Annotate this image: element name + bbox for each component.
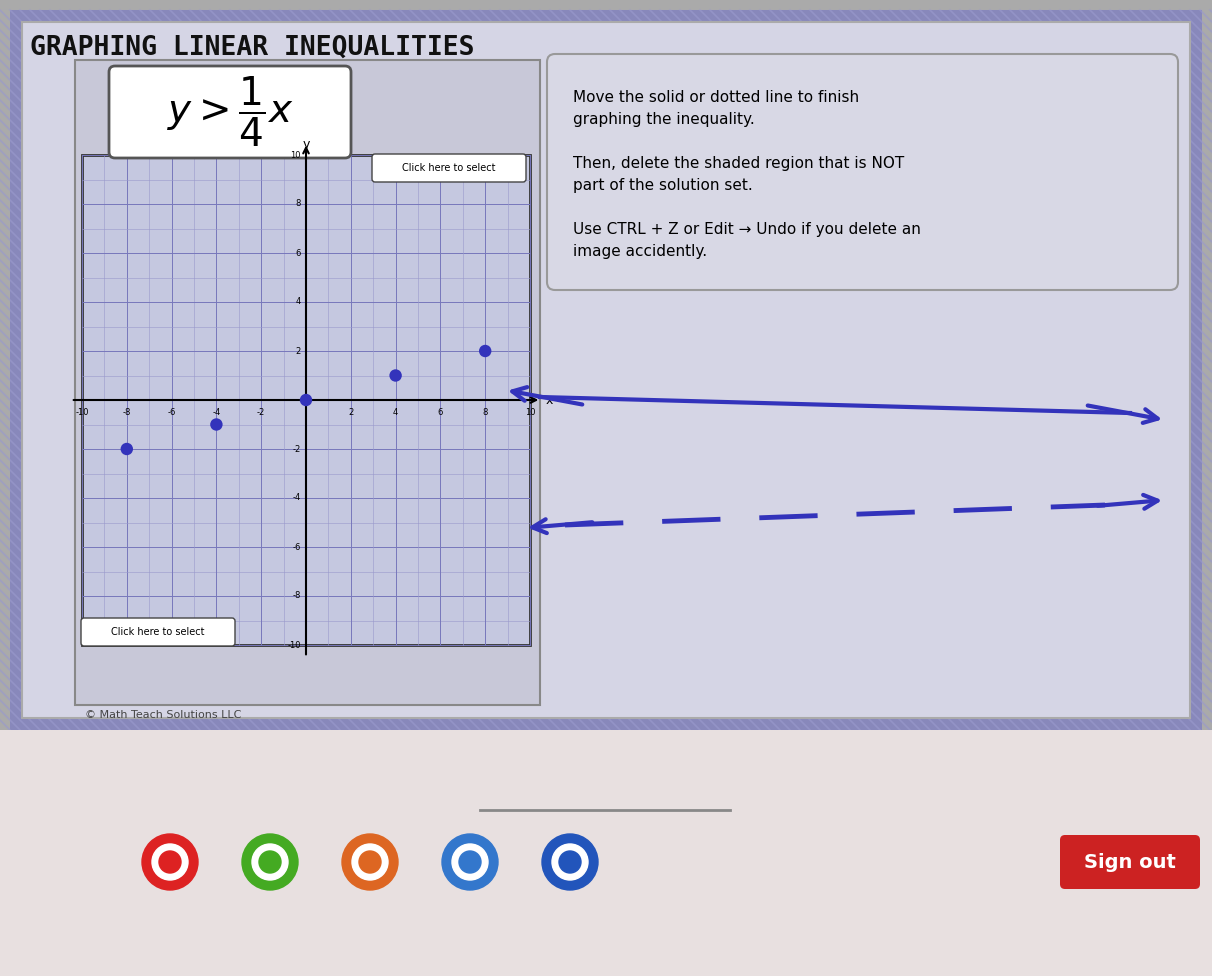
- Text: image accidently.: image accidently.: [573, 244, 707, 259]
- Circle shape: [442, 834, 498, 890]
- Text: $y > \dfrac{1}{4}x$: $y > \dfrac{1}{4}x$: [167, 75, 293, 149]
- Text: -6: -6: [167, 408, 176, 417]
- Text: x: x: [545, 393, 553, 406]
- Text: part of the solution set.: part of the solution set.: [573, 178, 753, 193]
- Text: Click here to select: Click here to select: [402, 163, 496, 173]
- Text: 6: 6: [296, 249, 301, 258]
- Text: 2: 2: [296, 346, 301, 355]
- Point: [118, 441, 137, 457]
- Bar: [10, 10, 1202, 730]
- Text: 2: 2: [348, 408, 354, 417]
- Point: [385, 368, 405, 384]
- Point: [296, 392, 315, 408]
- Circle shape: [159, 851, 181, 873]
- Text: -8: -8: [122, 408, 131, 417]
- Circle shape: [459, 851, 481, 873]
- Circle shape: [351, 844, 388, 880]
- Circle shape: [152, 844, 188, 880]
- FancyBboxPatch shape: [372, 154, 526, 182]
- FancyBboxPatch shape: [547, 54, 1178, 290]
- Text: graphing the inequality.: graphing the inequality.: [573, 112, 755, 127]
- Circle shape: [551, 844, 588, 880]
- Text: 8: 8: [296, 199, 301, 209]
- Text: -4: -4: [212, 408, 221, 417]
- FancyBboxPatch shape: [81, 618, 235, 646]
- Text: 10: 10: [291, 150, 301, 159]
- Circle shape: [559, 851, 581, 873]
- Circle shape: [242, 834, 298, 890]
- Text: -2: -2: [257, 408, 265, 417]
- Text: Move the solid or dotted line to finish: Move the solid or dotted line to finish: [573, 90, 859, 105]
- Bar: [22, 22, 1190, 718]
- Circle shape: [259, 851, 281, 873]
- Circle shape: [542, 834, 598, 890]
- Text: Then, delete the shaded region that is NOT: Then, delete the shaded region that is N…: [573, 156, 904, 171]
- Text: 8: 8: [482, 408, 488, 417]
- FancyBboxPatch shape: [109, 66, 351, 158]
- Text: -10: -10: [75, 408, 88, 417]
- Circle shape: [452, 844, 488, 880]
- Text: 4: 4: [393, 408, 399, 417]
- Bar: [75, 60, 541, 705]
- Text: Click here to select: Click here to select: [112, 627, 205, 637]
- Point: [475, 344, 494, 359]
- Text: © Math Teach Solutions LLC: © Math Teach Solutions LLC: [85, 710, 241, 720]
- Point: [207, 417, 227, 432]
- Text: Use CTRL + Z or Edit → Undo if you delete an: Use CTRL + Z or Edit → Undo if you delet…: [573, 222, 921, 237]
- Bar: [0, 730, 1212, 976]
- Text: Sign out: Sign out: [1084, 852, 1176, 872]
- Text: GRAPHING LINEAR INEQUALITIES: GRAPHING LINEAR INEQUALITIES: [30, 35, 475, 61]
- Text: -4: -4: [293, 494, 301, 503]
- Text: -8: -8: [292, 591, 301, 600]
- Bar: [82, 155, 530, 645]
- FancyBboxPatch shape: [1060, 835, 1200, 889]
- Circle shape: [359, 851, 381, 873]
- Text: 4: 4: [296, 298, 301, 306]
- Text: -2: -2: [293, 444, 301, 454]
- Text: -10: -10: [287, 640, 301, 649]
- Text: y: y: [302, 138, 310, 151]
- Circle shape: [252, 844, 288, 880]
- Text: 10: 10: [525, 408, 536, 417]
- Circle shape: [142, 834, 198, 890]
- Text: -6: -6: [292, 543, 301, 551]
- Circle shape: [342, 834, 398, 890]
- Text: 6: 6: [438, 408, 444, 417]
